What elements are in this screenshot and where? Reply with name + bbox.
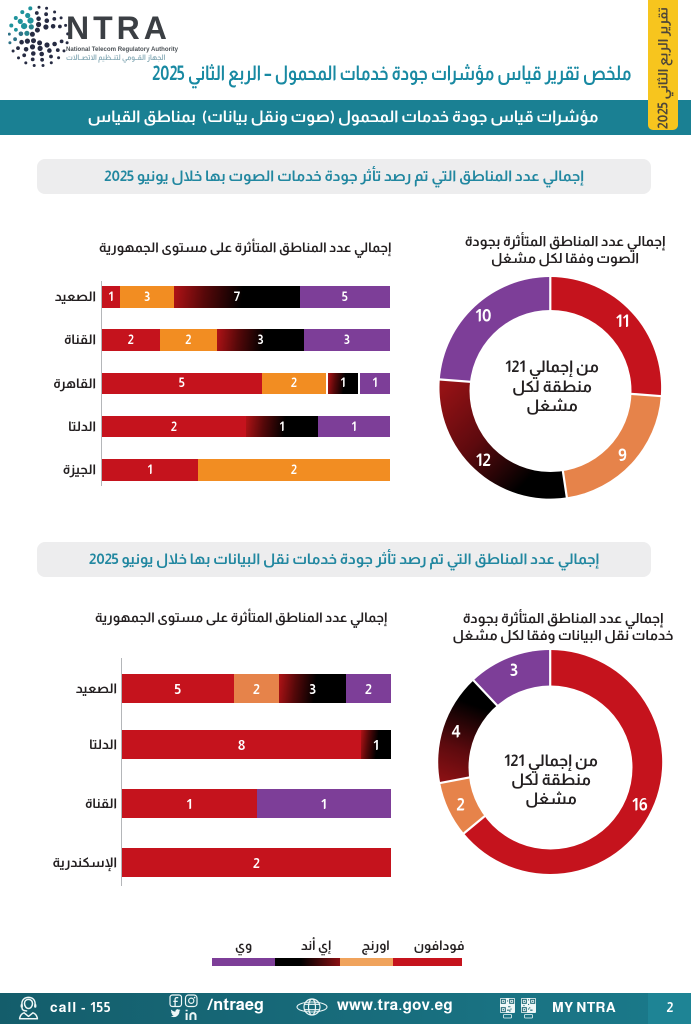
svg-text:11: 11 — [616, 312, 630, 331]
svg-text:16: 16 — [632, 795, 648, 814]
svg-text:2: 2 — [456, 795, 464, 814]
svg-text:10: 10 — [475, 307, 491, 326]
svg-text:4: 4 — [451, 723, 460, 742]
svg-text:3: 3 — [510, 661, 518, 680]
svg-text:12: 12 — [476, 451, 491, 470]
svg-text:9: 9 — [618, 446, 627, 465]
